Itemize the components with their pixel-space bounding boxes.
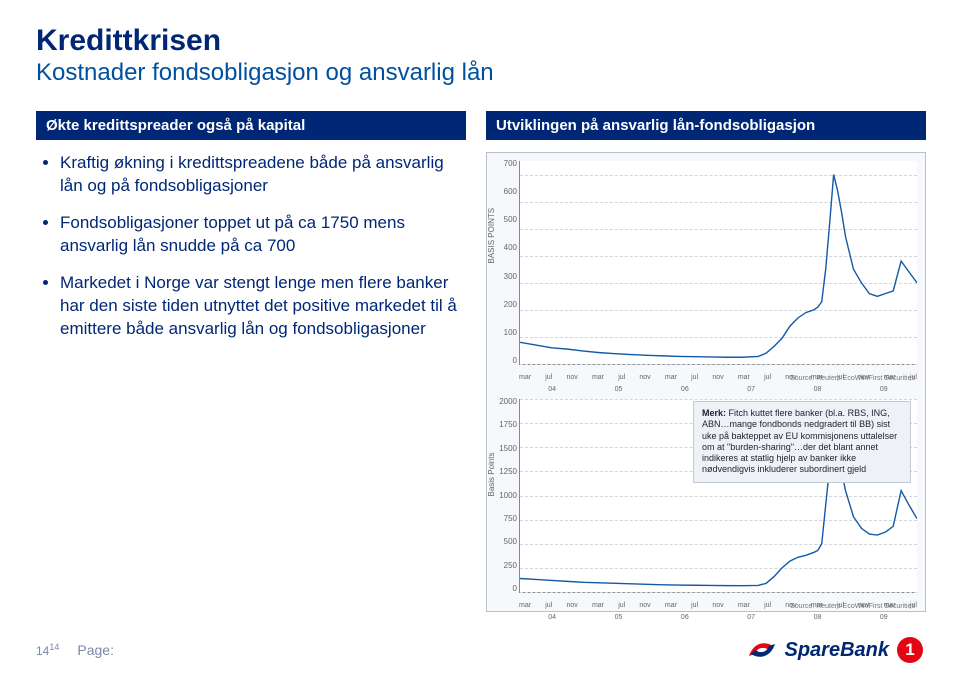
callout-bold: Merk: [702, 408, 726, 418]
chart-callout: Merk: Fitch kuttet flere banker (bl.a. R… [693, 401, 911, 483]
chart-line [520, 161, 917, 364]
bullet-list: Kraftig økning i kredittspreadene både p… [36, 152, 466, 341]
chart-top: BASIS POINTS 7006005004003002001000 marj… [487, 153, 925, 383]
right-header-bar: Utviklingen på ansvarlig lån-fondsobliga… [486, 111, 926, 140]
chart-composite: BASIS POINTS 7006005004003002001000 marj… [486, 152, 926, 612]
brand-text: SpareBank [785, 639, 890, 662]
chart-source: Source: Reuters EcoWin/First Securities [790, 375, 915, 382]
page-title: Kredittkrisen [36, 24, 923, 57]
chart-plot-area [519, 161, 917, 365]
y-axis-ticks: 200017501500125010007505002500 [489, 397, 517, 593]
bullet-item: Kraftig økning i kredittspreadene både p… [60, 152, 466, 198]
page-number-secondary: 1414 [36, 642, 59, 658]
slide: Kredittkrisen Kostnader fondsobligasjon … [0, 0, 959, 676]
bullet-item: Markedet i Norge var stengt lenge men fl… [60, 272, 466, 341]
two-column-layout: Økte kredittspreader også på kapital Kra… [36, 111, 923, 612]
chart-bottom: Basis Points 200017501500125010007505002… [487, 391, 925, 611]
page-number-sup: 14 [49, 642, 59, 652]
page-subtitle: Kostnader fondsobligasjon og ansvarlig l… [36, 59, 923, 87]
right-column: Utviklingen på ansvarlig lån-fondsobliga… [486, 111, 926, 612]
slide-footer: 1414 Page: SpareBank 1 [0, 636, 959, 664]
page-number-value: 14 [36, 644, 49, 658]
x-axis-years: 040506070809 [519, 614, 917, 621]
chart-source: Source: Reuters EcoWin/First Securities [790, 603, 915, 610]
footer-left: 1414 Page: [36, 642, 114, 658]
brand-accent-badge: 1 [897, 637, 923, 663]
bullet-item: Fondsobligasjoner toppet ut på ca 1750 m… [60, 212, 466, 258]
brand-logo: SpareBank 1 [747, 636, 924, 664]
left-header-bar: Økte kredittspreader også på kapital [36, 111, 466, 140]
brand-mark-icon [747, 636, 777, 664]
y-axis-ticks: 7006005004003002001000 [489, 159, 517, 365]
left-column: Økte kredittspreader også på kapital Kra… [36, 111, 466, 612]
page-label: Page: [77, 642, 114, 658]
callout-text: Fitch kuttet flere banker (bl.a. RBS, IN… [702, 408, 897, 474]
